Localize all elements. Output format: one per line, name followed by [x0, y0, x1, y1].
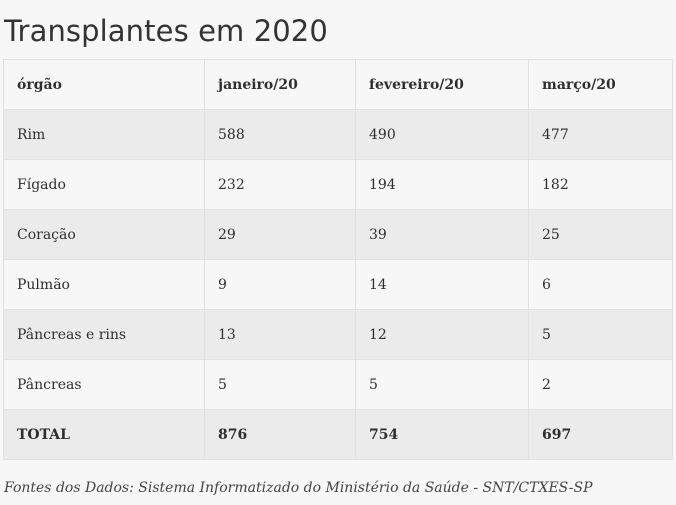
march-cell: 182	[528, 159, 673, 210]
page-title: Transplantes em 2020	[4, 14, 328, 48]
march-cell: 477	[528, 109, 673, 160]
total-february-cell: 754	[355, 409, 529, 460]
total-label-cell: TOTAL	[3, 409, 205, 460]
organ-cell: Pâncreas	[3, 359, 205, 410]
january-cell: 232	[204, 159, 356, 210]
organ-cell: Pulmão	[3, 259, 205, 310]
table-row: Pulmão 9 14 6	[3, 259, 673, 310]
total-march-cell: 697	[528, 409, 673, 460]
january-cell: 5	[204, 359, 356, 410]
organ-cell: Pâncreas e rins	[3, 309, 205, 360]
january-cell: 9	[204, 259, 356, 310]
column-header-february: fevereiro/20	[355, 59, 529, 110]
january-cell: 588	[204, 109, 356, 160]
total-january-cell: 876	[204, 409, 356, 460]
table-row: Rim 588 490 477	[3, 109, 673, 160]
organ-cell: Coração	[3, 209, 205, 260]
march-cell: 25	[528, 209, 673, 260]
column-header-january: janeiro/20	[204, 59, 356, 110]
march-cell: 2	[528, 359, 673, 410]
march-cell: 6	[528, 259, 673, 310]
february-cell: 12	[355, 309, 529, 360]
february-cell: 490	[355, 109, 529, 160]
february-cell: 39	[355, 209, 529, 260]
table-row: Pâncreas e rins 13 12 5	[3, 309, 673, 360]
january-cell: 29	[204, 209, 356, 260]
table-header-row: órgão janeiro/20 fevereiro/20 março/20	[3, 59, 673, 110]
february-cell: 5	[355, 359, 529, 410]
organ-cell: Fígado	[3, 159, 205, 210]
january-cell: 13	[204, 309, 356, 360]
transplant-table: órgão janeiro/20 fevereiro/20 março/20 R…	[3, 59, 673, 460]
february-cell: 14	[355, 259, 529, 310]
data-source-caption: Fontes dos Dados: Sistema Informatizado …	[4, 480, 593, 496]
column-header-march: março/20	[528, 59, 673, 110]
column-header-organ: órgão	[3, 59, 205, 110]
table-total-row: TOTAL 876 754 697	[3, 409, 673, 460]
table-row: Pâncreas 5 5 2	[3, 359, 673, 410]
organ-cell: Rim	[3, 109, 205, 160]
table-row: Coração 29 39 25	[3, 209, 673, 260]
table-row: Fígado 232 194 182	[3, 159, 673, 210]
february-cell: 194	[355, 159, 529, 210]
march-cell: 5	[528, 309, 673, 360]
